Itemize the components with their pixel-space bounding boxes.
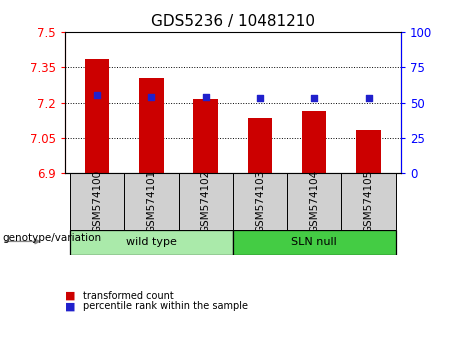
Bar [124,173,178,230]
Text: GSM574100: GSM574100 [92,170,102,233]
Point [94,93,101,98]
Bar [287,173,341,230]
Bar [178,173,233,230]
Bar [233,173,287,230]
Bar [85,59,109,173]
Text: genotype/variation: genotype/variation [2,234,101,244]
Bar [233,230,396,255]
Bar [302,111,326,173]
Text: GSM574103: GSM574103 [255,170,265,233]
Point [311,96,318,101]
Point [202,94,209,100]
Text: percentile rank within the sample: percentile rank within the sample [83,301,248,311]
Bar [356,130,381,173]
Bar [194,99,218,173]
Text: GSM574105: GSM574105 [364,170,373,233]
Text: wild type: wild type [126,237,177,247]
Bar [70,173,124,230]
Text: ■: ■ [65,291,75,301]
Text: SLN null: SLN null [291,237,337,247]
Text: GSM574101: GSM574101 [147,170,156,233]
Text: transformed count: transformed count [83,291,174,301]
Point [148,94,155,100]
Bar [70,230,233,255]
Text: ■: ■ [65,301,75,311]
Point [365,96,372,101]
Bar [341,173,396,230]
Point [256,96,264,101]
Bar [139,78,164,173]
Text: GSM574102: GSM574102 [201,170,211,233]
Text: GSM574104: GSM574104 [309,170,319,233]
Title: GDS5236 / 10481210: GDS5236 / 10481210 [151,14,315,29]
Bar [248,118,272,173]
